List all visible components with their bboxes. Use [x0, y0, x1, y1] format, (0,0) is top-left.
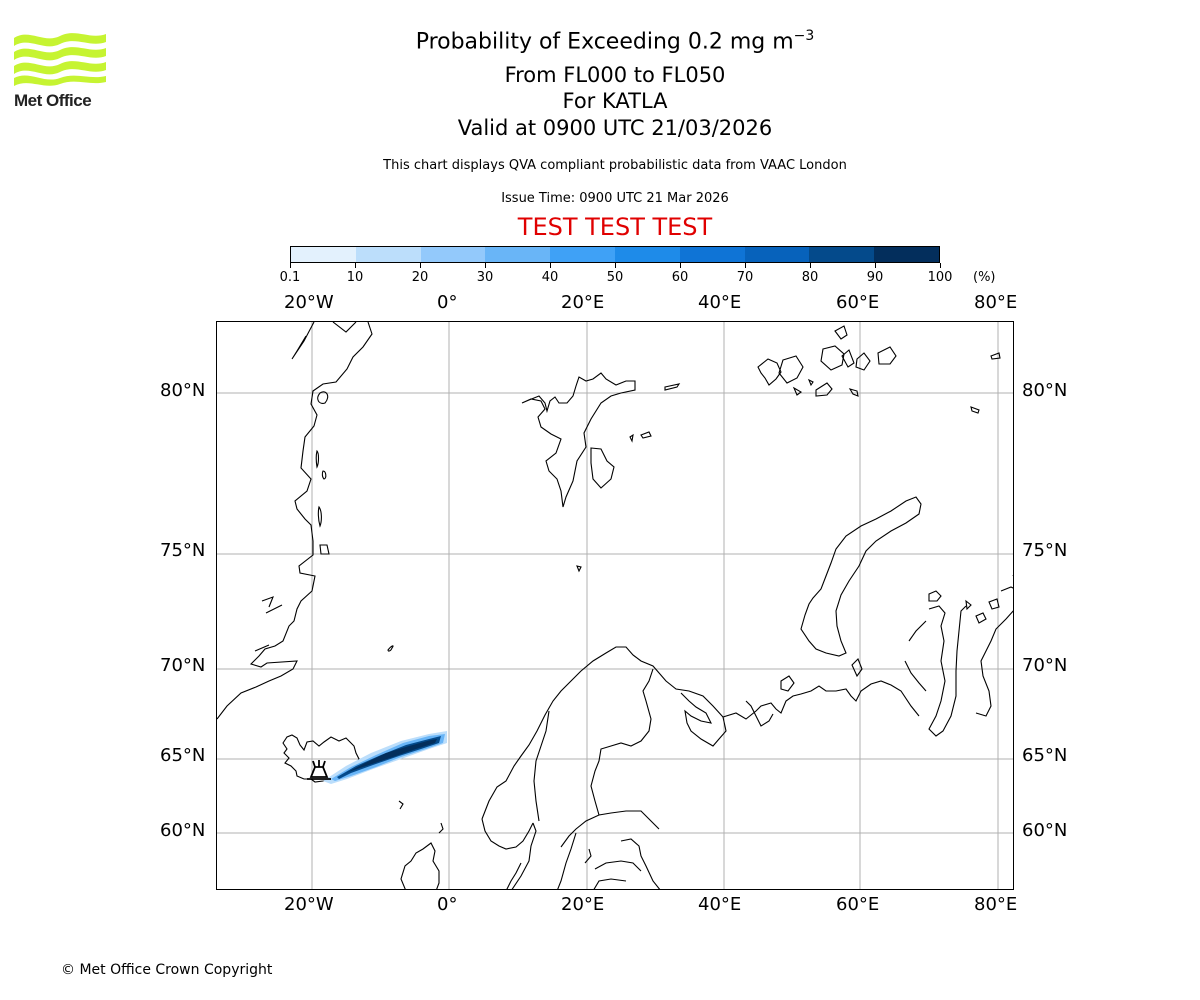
volcano-marker-icon [307, 760, 331, 780]
lat-label-left: 75°N [160, 540, 206, 561]
colorbar-segment [291, 247, 356, 262]
colorbar-tick-label: 70 [736, 270, 754, 285]
logo-text: Met Office [14, 91, 92, 110]
colorbar-tick [874, 263, 876, 268]
lon-label-bottom: 40°E [698, 894, 742, 915]
colorbar-tick [809, 263, 811, 268]
title-superscript: −3 [793, 28, 815, 44]
lat-label-right: 60°N [1022, 820, 1068, 841]
colorbar-segment [614, 247, 680, 262]
lon-label-bottom: 80°E [974, 894, 1018, 915]
coastlines [217, 322, 1013, 889]
lon-label-bottom: 20°W [284, 894, 334, 915]
colorbar-tick [289, 263, 291, 268]
lon-label-top: 20°E [561, 292, 605, 313]
colorbar-tick-label: 80 [801, 270, 819, 285]
lon-label-bottom: 20°E [561, 894, 605, 915]
lat-label-right: 65°N [1022, 745, 1068, 766]
colorbar-tick [744, 263, 746, 268]
colorbar-tick-label: 10 [346, 270, 364, 285]
colorbar-tick [939, 263, 941, 268]
colorbar-segment [679, 247, 745, 262]
lat-label-right: 70°N [1022, 655, 1068, 676]
lon-label-bottom: 0° [437, 894, 458, 915]
lon-label-top: 0° [437, 292, 458, 313]
uk-coast [400, 842, 440, 889]
svalbard-coast [521, 372, 636, 508]
lon-label-top: 60°E [836, 292, 880, 313]
colorbar-tick [549, 263, 551, 268]
colorbar-tick-label: 90 [866, 270, 884, 285]
lon-label-top: 40°E [698, 292, 742, 313]
colorbar-tick [354, 263, 356, 268]
lat-label-right: 75°N [1022, 540, 1068, 561]
colorbar-segment [355, 247, 421, 262]
colorbar-tick-label: 40 [541, 270, 559, 285]
colorbar-segment [485, 247, 551, 262]
colorbar-tick-label: 60 [671, 270, 689, 285]
probability-colorbar [290, 246, 940, 263]
issue-time: Issue Time: 0900 UTC 21 Mar 2026 [501, 191, 729, 206]
lat-label-left: 60°N [160, 820, 206, 841]
colorbar-tick-label: 30 [476, 270, 494, 285]
colorbar-tick-label: 20 [411, 270, 429, 285]
colorbar-tick [614, 263, 616, 268]
colorbar-segment [550, 247, 615, 262]
scandinavia-coast [481, 646, 727, 820]
copyright-notice: © Met Office Crown Copyright [61, 962, 273, 978]
lat-label-left: 70°N [160, 655, 206, 676]
colorbar-segment [809, 247, 875, 262]
colorbar-tick [419, 263, 421, 268]
colorbar-tick-label: 100 [927, 270, 953, 285]
novaya-zemlya-coast [800, 496, 922, 657]
map-canvas [217, 322, 1013, 889]
greenland-coast [217, 322, 373, 720]
colorbar-tick [679, 263, 681, 268]
map-panel[interactable] [216, 321, 1014, 890]
valid-time: Valid at 0900 UTC 21/03/2026 [457, 116, 773, 140]
met-office-logo: Met Office [14, 30, 109, 112]
graticule [217, 322, 1013, 889]
test-banner: TEST TEST TEST [517, 213, 713, 241]
flight-level-range: From FL000 to FL050 [504, 63, 726, 87]
ash-plume-heatmap [323, 731, 447, 784]
colorbar-segment [874, 247, 939, 262]
colorbar-unit: (%) [973, 270, 996, 285]
colorbar-segment [744, 247, 810, 262]
chart-description: This chart displays QVA compliant probab… [383, 158, 847, 173]
lon-label-top: 20°W [284, 292, 334, 313]
chart-title: Probability of Exceeding 0.2 mg m−3 [415, 28, 815, 55]
met-office-wave-icon [14, 33, 106, 86]
lat-label-right: 80°N [1022, 380, 1068, 401]
colorbar-tick-label: 50 [606, 270, 624, 285]
lat-label-left: 80°N [160, 380, 206, 401]
colorbar-segment [420, 247, 486, 262]
iceland-coast [282, 734, 360, 783]
lon-label-bottom: 60°E [836, 894, 880, 915]
lon-label-top: 80°E [974, 292, 1018, 313]
volcano-name: For KATLA [562, 89, 668, 113]
lat-label-left: 65°N [160, 745, 206, 766]
colorbar-tick [484, 263, 486, 268]
colorbar-tick-label: 0.1 [279, 270, 301, 285]
